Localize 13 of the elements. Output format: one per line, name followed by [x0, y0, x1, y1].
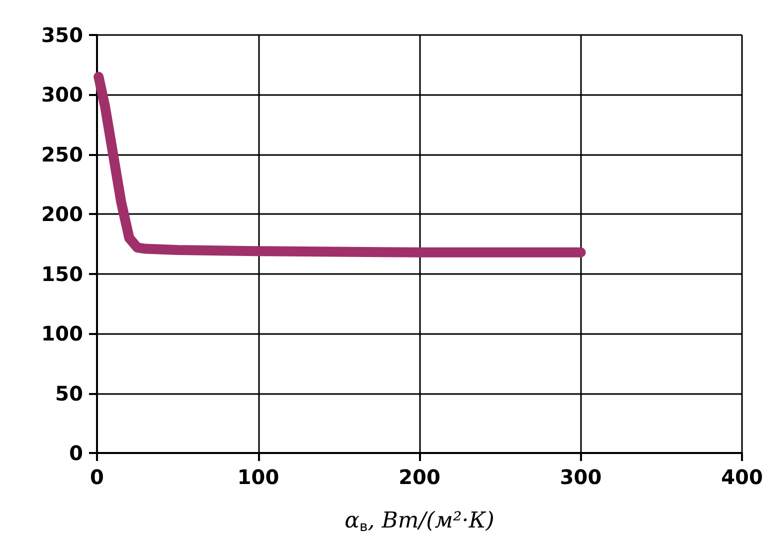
x-tick-label: 0: [90, 465, 104, 489]
x-tick-label: 300: [560, 465, 602, 489]
y-tick-label: 50: [55, 381, 83, 406]
x-tick-label: 100: [237, 465, 280, 489]
y-tick-label: 300: [41, 82, 83, 107]
y-tick-label: 350: [41, 23, 83, 47]
y-tick-label: 0: [69, 441, 83, 465]
y-tick-label: 150: [41, 262, 83, 286]
y-tick-label: 250: [41, 142, 83, 166]
y-tick-label: 100: [41, 322, 83, 346]
y-tick-label: 200: [41, 202, 83, 226]
x-tick-label: 200: [398, 465, 440, 489]
x-tick-label: 400: [721, 465, 763, 489]
